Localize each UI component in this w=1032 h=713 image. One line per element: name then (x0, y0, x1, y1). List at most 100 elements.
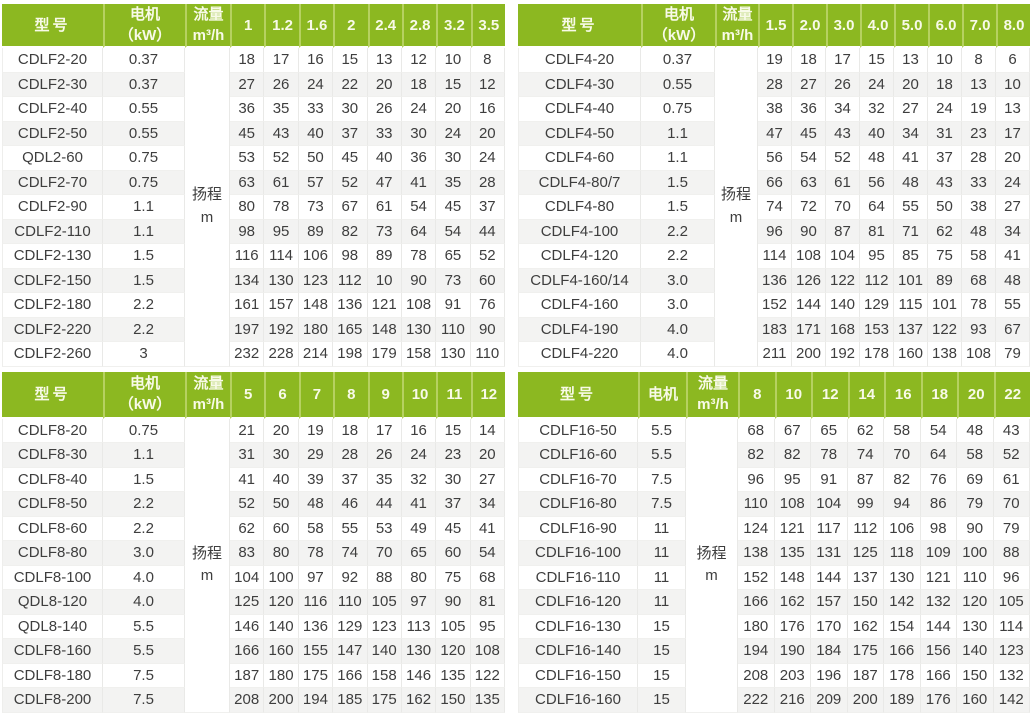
model-cell: CDLF2-260 (2, 342, 103, 367)
head-value-cell: 61 (993, 467, 1030, 492)
head-value-cell: 95 (264, 219, 299, 244)
motor-kw-cell: 5.5 (103, 614, 185, 639)
head-value-cell: 140 (367, 639, 402, 664)
head-value-cell: 74 (333, 541, 368, 566)
spec-row: CDLF4-40 0.75 38 36 34 32 27 24 19 13 (518, 97, 1030, 122)
head-value-cell: 170 (811, 614, 848, 639)
head-value-cell: 78 (298, 541, 334, 566)
head-value-cell: 55 (894, 195, 928, 220)
model-cell: CDLF4-40 (518, 97, 641, 122)
head-value-cell: 41 (230, 467, 265, 492)
head-value-cell: 13 (894, 48, 928, 73)
head-value-cell: 176 (920, 688, 957, 713)
motor-column-header: 电机 (638, 371, 686, 419)
head-value-cell: 166 (333, 663, 368, 688)
head-value-cell: 108 (470, 639, 505, 664)
head-value-cell: 179 (367, 342, 402, 367)
head-value-cell: 41 (401, 170, 437, 195)
head-value-cell: 54 (401, 195, 437, 220)
head-value-cell: 20 (367, 72, 402, 97)
head-value-cell: 189 (884, 688, 921, 713)
head-value-cell: 63 (230, 170, 265, 195)
head-value-cell: 90 (957, 516, 994, 541)
head-value-cell: 112 (333, 268, 368, 293)
head-value-cell: 208 (230, 688, 265, 713)
head-value-cell: 75 (928, 244, 962, 269)
head-value-cell: 45 (436, 516, 471, 541)
head-value-cell: 40 (264, 467, 299, 492)
head-value-cell: 130 (436, 342, 471, 367)
spec-row: CDLF4-160/14 3.0 136 126 122 112 101 89 68 48 (518, 268, 1030, 293)
head-value-cell: 137 (847, 565, 884, 590)
head-value-cell: 70 (367, 541, 402, 566)
spec-row: CDLF4-190 4.0 183 171 168 153 137 122 93 67 (518, 317, 1030, 342)
head-value-cell: 89 (298, 219, 334, 244)
model-cell: QDL8-120 (2, 590, 103, 615)
motor-kw-cell: 11 (638, 516, 686, 541)
head-value-cell: 41 (894, 146, 928, 171)
spec-row: CDLF16-150 15 208 203 196 187 178 166 150 132 (518, 663, 1030, 688)
motor-kw-cell: 1.1 (641, 121, 715, 146)
spec-row: CDLF4-30 0.55 28 27 26 24 20 18 13 10 (518, 72, 1030, 97)
head-value-cell: 65 (401, 541, 437, 566)
head-value-cell: 52 (230, 492, 265, 517)
head-value-cell: 110 (738, 492, 775, 517)
motor-kw-cell: 3.0 (641, 268, 715, 293)
head-value-cell: 185 (333, 688, 368, 713)
head-value-cell: 116 (230, 244, 265, 269)
head-value-cell: 144 (811, 565, 848, 590)
motor-kw-cell: 11 (638, 541, 686, 566)
head-value-cell: 130 (401, 317, 437, 342)
head-value-cell: 187 (847, 663, 884, 688)
model-cell: CDLF2-110 (2, 219, 103, 244)
head-value-cell: 214 (298, 342, 334, 367)
head-value-cell: 8 (470, 48, 505, 73)
head-value-cell: 54 (436, 219, 471, 244)
head-value-cell: 65 (811, 418, 848, 443)
head-value-cell: 200 (792, 342, 826, 367)
head-value-cell: 122 (470, 663, 505, 688)
spec-row: CDLF2-70 0.75 63 61 57 52 47 41 35 28 (2, 170, 505, 195)
head-unit-cell: 扬程 m (185, 48, 230, 367)
head-value-cell: 198 (333, 342, 368, 367)
model-cell: CDLF2-50 (2, 121, 103, 146)
motor-kw-cell: 2.2 (103, 492, 185, 517)
model-cell: CDLF2-70 (2, 170, 103, 195)
spec-row: CDLF16-160 15 222 216 209 200 189 176 160 142 (518, 688, 1030, 713)
head-value-cell: 70 (826, 195, 860, 220)
head-value-cell: 157 (264, 293, 299, 318)
header-row: 型号 电机 （kW） 流量 m³/h 5 6 7 8 9 10 11 12 (2, 371, 505, 419)
head-value-cell: 222 (738, 688, 775, 713)
head-value-cell: 136 (758, 268, 792, 293)
head-value-cell: 49 (401, 516, 437, 541)
head-value-cell: 135 (470, 688, 505, 713)
head-value-cell: 81 (860, 219, 894, 244)
head-value-cell: 22 (333, 72, 368, 97)
head-value-cell: 144 (792, 293, 826, 318)
motor-kw-cell: 2.2 (103, 317, 185, 342)
head-value-cell: 216 (774, 688, 811, 713)
model-cell: CDLF16-140 (518, 639, 638, 664)
head-value-cell: 120 (957, 590, 994, 615)
flow-rate-header: 8.0 (996, 4, 1030, 48)
head-value-cell: 52 (826, 146, 860, 171)
head-value-cell: 58 (957, 443, 994, 468)
model-column-header: 型号 (2, 4, 103, 48)
head-value-cell: 37 (333, 467, 368, 492)
head-value-cell: 24 (436, 121, 471, 146)
head-value-cell: 104 (826, 244, 860, 269)
spec-row: CDLF8-200 7.5 208 200 194 185 175 162 150 135 (2, 688, 505, 713)
head-value-cell: 104 (811, 492, 848, 517)
head-value-cell: 12 (470, 72, 505, 97)
head-value-cell: 75 (436, 565, 471, 590)
spec-row: QDL8-140 5.5 146 140 136 129 123 113 105 95 (2, 614, 505, 639)
head-value-cell: 100 (957, 541, 994, 566)
head-value-cell: 45 (436, 195, 471, 220)
head-value-cell: 24 (298, 72, 334, 97)
head-value-cell: 37 (470, 195, 505, 220)
head-value-cell: 55 (333, 516, 368, 541)
head-value-cell: 15 (436, 418, 471, 443)
model-cell: CDLF16-50 (518, 418, 638, 443)
head-value-cell: 17 (367, 418, 402, 443)
head-value-cell: 47 (758, 121, 792, 146)
